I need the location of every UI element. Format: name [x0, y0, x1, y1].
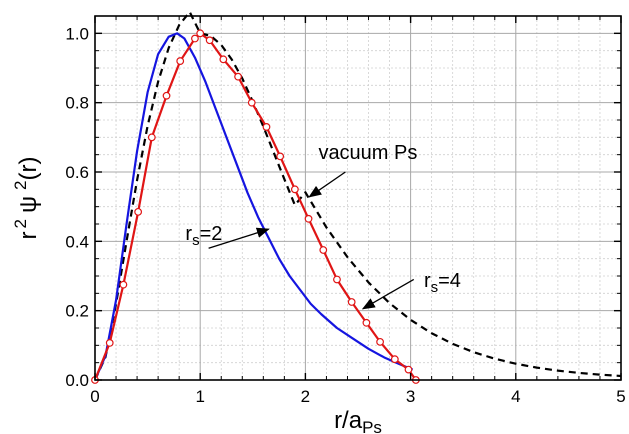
x-tick-label: 0 — [90, 387, 99, 406]
rs4-marker — [134, 207, 143, 216]
y-axis-title-tail: (r) — [15, 156, 42, 180]
x-tick-label: 4 — [511, 387, 520, 406]
x-tick-label: 3 — [406, 387, 415, 406]
rs4-label: rs=4 — [424, 270, 461, 296]
rs4-marker — [333, 275, 341, 284]
rs4-label-sub: s — [431, 279, 439, 296]
rs4-marker — [362, 318, 371, 327]
y-axis-title-r: r — [15, 232, 42, 240]
tick-labels: 0 1 2 3 4 5 0.0 0.2 0.4 0.6 0.8 1.0 — [65, 24, 625, 406]
y-tick-label: 0.4 — [65, 232, 89, 251]
rs2-label: rs=2 — [185, 223, 222, 249]
rs4-label-tail: =4 — [438, 270, 461, 292]
rs4-marker — [262, 123, 271, 131]
x-axis-title-sub: Ps — [362, 418, 382, 434]
rs4-marker — [205, 36, 214, 45]
y-tick-label: 0.6 — [65, 163, 89, 182]
rs4-marker — [176, 57, 185, 65]
axis-ticks — [94, 16, 622, 381]
rs4-marker — [191, 34, 199, 43]
y-tick-label: 1.0 — [65, 24, 89, 43]
rs2-label-sub: s — [192, 232, 200, 249]
x-axis-title: r/aPs — [334, 407, 382, 434]
rs4-marker — [196, 29, 205, 38]
y-tick-label: 0.0 — [65, 371, 89, 390]
rs4-marker — [247, 98, 256, 107]
rs4-marker — [105, 339, 114, 347]
rs2-label-r: r — [185, 223, 192, 245]
plot-background — [95, 16, 621, 380]
rs4-marker — [404, 365, 413, 374]
rs4-marker — [219, 55, 228, 64]
rs4-marker — [147, 133, 156, 142]
minor-grid — [95, 16, 621, 380]
rs4-marker — [162, 91, 171, 100]
rs4-marker — [390, 355, 399, 364]
vacuum-ps-label: vacuum Ps — [318, 142, 417, 164]
y-axis-title-psi: ψ — [15, 196, 42, 213]
rs2-label-tail: =2 — [200, 223, 223, 245]
rs4-arrow — [361, 278, 415, 310]
vacuum-ps-arrow — [308, 171, 346, 198]
rs2-arrow — [208, 227, 270, 249]
y-axis-title-sup1: 2 — [11, 219, 30, 228]
rs4-marker — [119, 280, 128, 289]
y-tick-label: 0.2 — [65, 302, 89, 321]
rs4-marker — [319, 246, 328, 254]
x-tick-label: 1 — [195, 387, 204, 406]
rs4-marker — [290, 185, 299, 194]
rs4-marker — [234, 72, 242, 81]
rs4-marker — [276, 152, 285, 161]
rs4-label-r: r — [424, 270, 431, 292]
rs4-marker — [304, 214, 313, 223]
series-layer — [91, 10, 622, 384]
y-axis-title-sup2: 2 — [11, 180, 30, 189]
rs2-line — [93, 32, 414, 381]
vacuum-ps-line — [93, 10, 622, 381]
x-tick-label: 2 — [301, 387, 310, 406]
y-tick-label: 0.8 — [65, 94, 89, 113]
y-axis-title: r2ψ2(r) — [11, 156, 42, 239]
x-axis-title-main: r/a — [334, 407, 363, 434]
rs4-marker — [347, 298, 356, 306]
plot-frame — [94, 15, 622, 381]
rs4-marker — [376, 337, 384, 346]
x-tick-label: 5 — [616, 387, 625, 406]
